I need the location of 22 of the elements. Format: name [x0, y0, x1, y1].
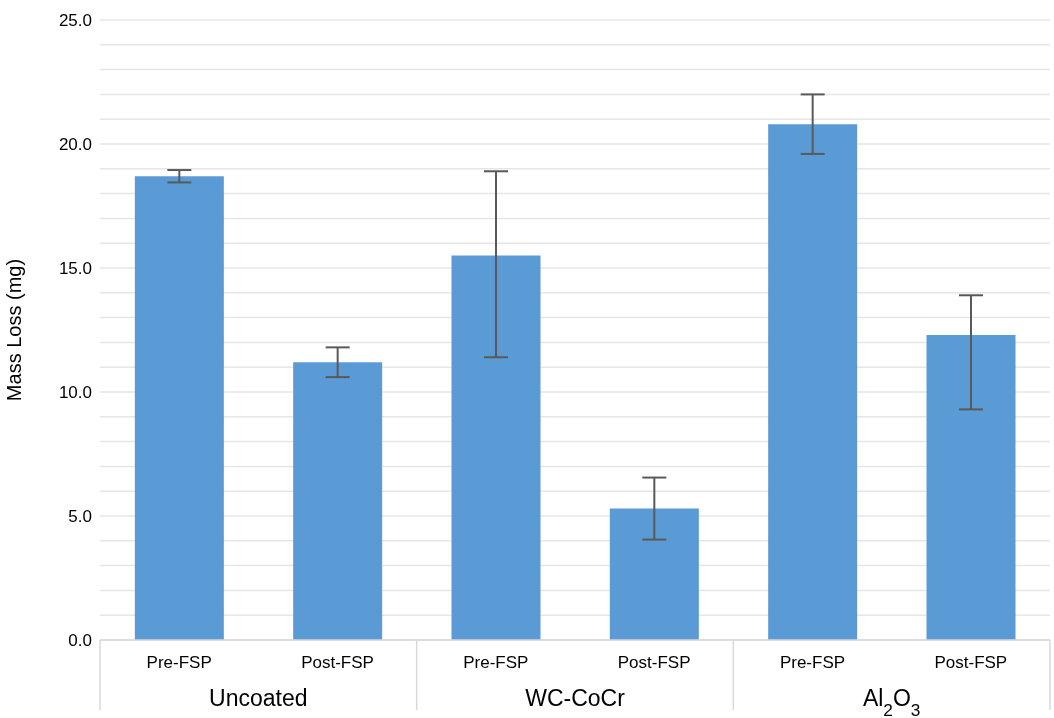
- text: Al$_{2}$O$_{3}$: [862, 685, 921, 718]
- bar: [134, 176, 224, 640]
- bar: [926, 334, 1016, 640]
- bar: [609, 508, 699, 640]
- x-tick-label: Pre-FSP: [463, 653, 529, 672]
- text: WC-CoCr: [525, 685, 626, 711]
- x-tick-label: Post-FSP: [301, 653, 374, 672]
- y-axis-title: Mass Loss (mg): [3, 258, 26, 402]
- y-tick-label: 20.0: [58, 135, 92, 155]
- bar: [451, 255, 541, 640]
- bar: [293, 362, 383, 640]
- text: Uncoated: [209, 685, 308, 711]
- y-tick-label: 10.0: [58, 383, 92, 403]
- x-tick-label: Pre-FSP: [146, 653, 212, 672]
- y-tick-label: 5.0: [68, 507, 92, 527]
- y-tick-label: 15.0: [58, 259, 92, 279]
- y-tick-label: 0.0: [68, 631, 92, 651]
- bar: [768, 124, 858, 640]
- x-tick-label: Post-FSP: [934, 653, 1008, 672]
- x-tick-label: Pre-FSP: [779, 653, 846, 672]
- y-tick-label: 25.0: [58, 11, 92, 31]
- x-tick-label: Post-FSP: [617, 653, 691, 672]
